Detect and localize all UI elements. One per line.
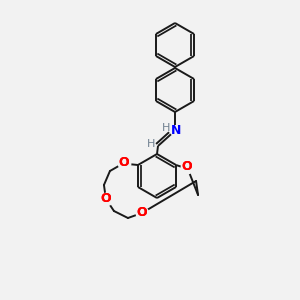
Text: O: O	[118, 157, 129, 169]
Text: O: O	[100, 193, 111, 206]
Text: N: N	[171, 124, 181, 136]
Text: O: O	[100, 193, 111, 206]
Text: O: O	[182, 160, 192, 173]
Text: H: H	[162, 123, 170, 133]
Text: O: O	[118, 157, 129, 169]
Text: O: O	[136, 206, 147, 220]
Text: H: H	[147, 139, 155, 149]
Text: O: O	[182, 160, 192, 173]
Text: O: O	[136, 206, 147, 220]
